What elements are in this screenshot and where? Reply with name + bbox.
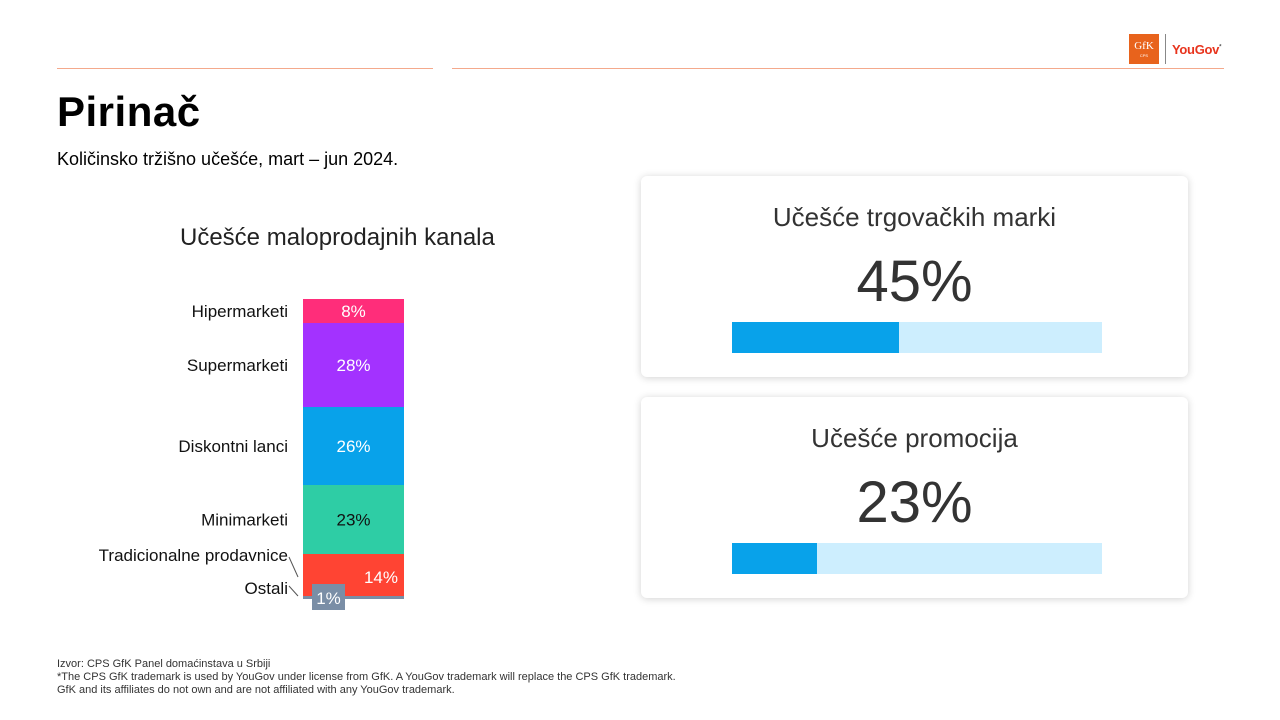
leader-line-ostali [288, 585, 299, 597]
promotion-progress-fill [732, 543, 818, 574]
category-label-ostali: Ostali [245, 579, 288, 598]
gfk-logo-text: GfK [1134, 39, 1154, 52]
promotion-card-value: 23% [856, 470, 973, 535]
footer-trademark-note: *The CPS GfK trademark is used by YouGov… [57, 671, 676, 683]
page-subtitle: Količinsko tržišno učešće, mart – jun 20… [57, 149, 399, 169]
bar-segment-minimarketi [303, 485, 404, 554]
bar-segment-supermarketi [303, 323, 404, 407]
value-label-tradicionalne-prodavnice: 14% [364, 568, 398, 587]
private-label-card-title: Učešće trgovačkih marki [772, 202, 1057, 232]
brand-logo: GfK CPS YouGov* [1129, 34, 1221, 64]
promotion-card-title: Učešće promocija [811, 423, 1018, 453]
private-label-card: Učešće trgovačkih marki 45% [641, 176, 1188, 377]
bar-segment-hipermarketi [303, 299, 404, 323]
private-label-progress-track [732, 322, 1102, 353]
gfk-logo-sub: CPS [1139, 52, 1149, 58]
category-label-minimarketi: Minimarketi [201, 511, 288, 530]
value-label-ostali: 1% [316, 589, 341, 608]
header-rule-right [452, 68, 1224, 69]
footer-notes: Izvor: CPS GfK Panel domaćinstava u Srbi… [57, 658, 676, 697]
footer-source: Izvor: CPS GfK Panel domaćinstava u Srbi… [57, 658, 271, 670]
value-label-minimarketi: 23% [336, 511, 370, 530]
category-label-tradicionalne-prodavnice: Tradicionalne prodavnice [99, 546, 288, 565]
value-label-hipermarketi: 8% [341, 302, 366, 321]
chart-title: Učešće maloprodajnih kanala [180, 224, 495, 251]
category-label-hipermarketi: Hipermarketi [192, 302, 288, 321]
category-label-supermarketi: Supermarketi [187, 356, 288, 375]
logo-separator [1165, 34, 1166, 64]
promotion-card: Učešće promocija 23% [641, 397, 1188, 598]
leader-line-tradicionalne-prodavnice [288, 556, 299, 578]
bar-segment-diskontni-lanci [303, 407, 404, 485]
footer-affiliation-note: GfK and its affiliates do not own and ar… [57, 684, 455, 696]
private-label-progress-fill [732, 322, 899, 353]
private-label-card-value: 45% [856, 249, 973, 314]
value-label-box-ostali [312, 584, 345, 610]
yougov-logo: YouGov* [1172, 42, 1221, 57]
promotion-progress-track [732, 543, 1102, 574]
value-label-supermarketi: 28% [336, 356, 370, 375]
category-label-diskontni-lanci: Diskontni lanci [178, 437, 288, 456]
yougov-logo-text: YouGov [1172, 41, 1220, 57]
channel-share-chart: 8% Hipermarketi 28% Supermarketi 26% Diskontn… [99, 299, 404, 610]
gfk-logo: GfK CPS [1129, 34, 1159, 64]
bar-segment-ostali [303, 596, 404, 599]
header-rule-left [57, 68, 433, 69]
yougov-logo-mark: * [1219, 44, 1222, 51]
value-label-diskontni-lanci: 26% [336, 437, 370, 456]
page-title: Pirinač [57, 88, 201, 135]
